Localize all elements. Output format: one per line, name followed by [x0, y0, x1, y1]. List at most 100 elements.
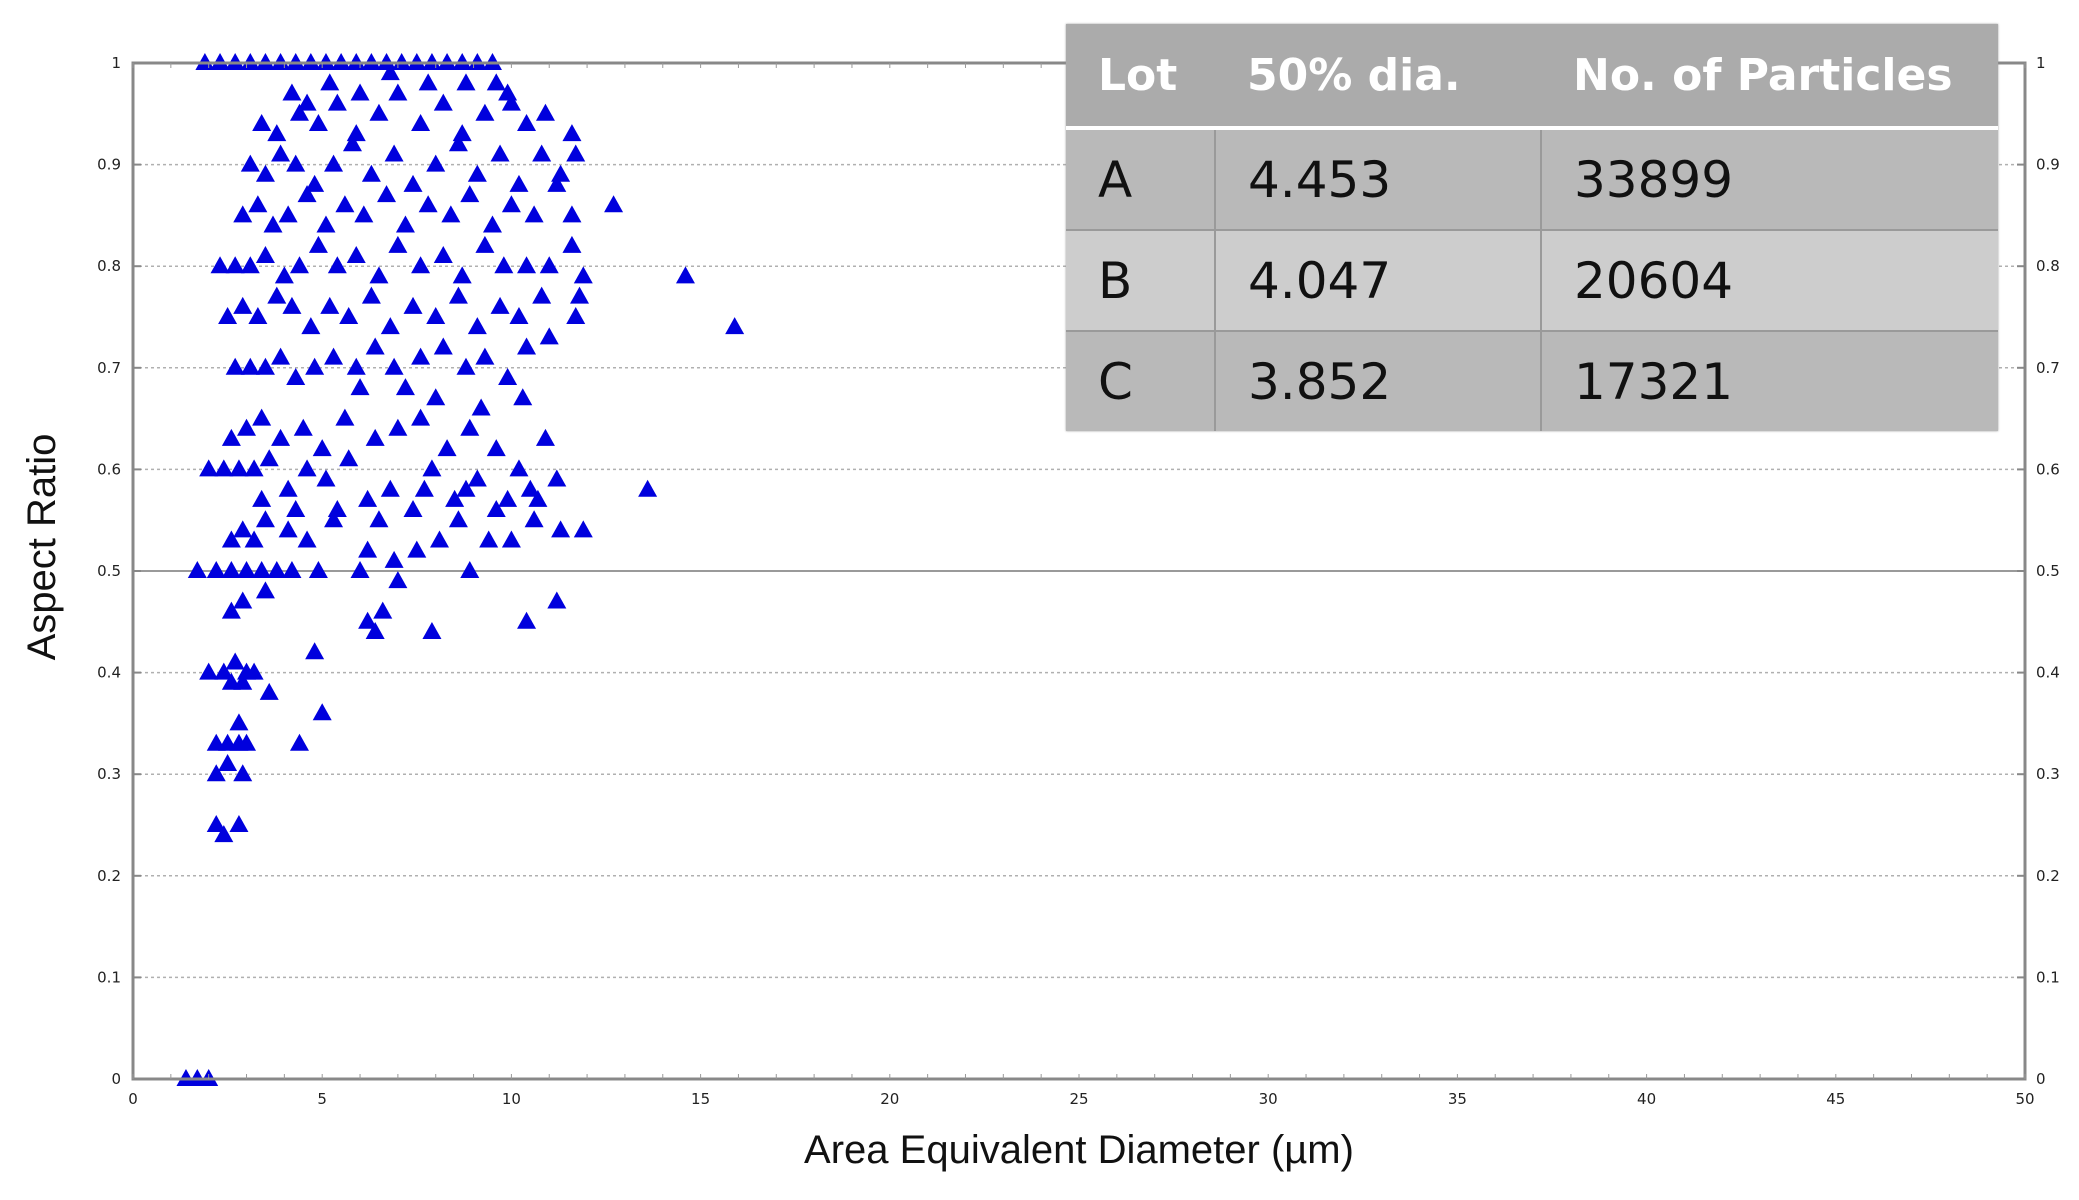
data-point	[233, 296, 253, 314]
data-point	[475, 103, 495, 121]
data-point	[278, 479, 298, 497]
y-tick-label: 0.6	[97, 460, 121, 478]
x-tick-label: 50	[2015, 1090, 2034, 1108]
data-point	[225, 256, 245, 274]
table-header-row: Lot 50% dia. No. of Particles	[1066, 24, 1998, 130]
table-row: C 3.852 17321	[1066, 330, 1998, 431]
data-point	[490, 144, 510, 162]
y-tick-label-right: 0.8	[2036, 257, 2060, 275]
data-point	[233, 591, 253, 609]
data-point	[199, 662, 219, 680]
data-point	[324, 154, 344, 172]
y-tick-label: 0.7	[97, 359, 121, 377]
data-point	[237, 418, 257, 436]
x-tick-label: 0	[128, 1090, 138, 1108]
table-row: A 4.453 33899	[1066, 127, 1998, 230]
data-point	[244, 459, 264, 477]
y-tick-label: 0.3	[97, 765, 121, 783]
data-point	[240, 154, 260, 172]
data-point	[467, 469, 487, 487]
data-point	[573, 266, 593, 284]
data-point	[566, 307, 586, 324]
data-point	[248, 195, 268, 213]
grid-lines	[133, 62, 2025, 1080]
data-point	[501, 530, 521, 548]
data-point	[225, 652, 245, 670]
data-point	[267, 124, 287, 142]
cell-particle-count: 20604	[1541, 229, 1998, 331]
data-point	[221, 530, 241, 548]
data-point	[229, 713, 249, 731]
data-point	[320, 296, 340, 314]
y-tick-label-right: 0.6	[2036, 460, 2060, 478]
data-point	[259, 682, 279, 700]
data-point	[346, 246, 366, 264]
data-point	[271, 347, 291, 365]
data-point	[308, 113, 328, 131]
data-point	[297, 93, 317, 111]
data-point	[297, 530, 317, 548]
data-point	[255, 581, 275, 599]
data-point	[403, 296, 423, 314]
y-tick-label-right: 1	[2036, 54, 2046, 72]
cell-lot: A	[1066, 127, 1216, 230]
data-point	[274, 266, 294, 284]
data-point	[380, 317, 400, 335]
data-point	[445, 489, 465, 507]
data-point	[479, 530, 499, 548]
data-point	[498, 367, 518, 385]
data-point	[244, 530, 264, 548]
y-tick-label: 0.2	[97, 867, 121, 885]
data-point	[252, 408, 272, 426]
cell-particle-count: 17321	[1541, 330, 1998, 431]
data-point	[433, 246, 453, 264]
data-point	[566, 144, 586, 162]
data-point	[221, 561, 241, 578]
data-point	[305, 357, 325, 375]
data-point	[460, 185, 480, 203]
y-axis-title: Aspect Ratio	[20, 434, 64, 661]
data-point	[524, 510, 544, 528]
cell-median-diameter: 4.047	[1215, 229, 1542, 331]
data-point	[547, 469, 567, 487]
data-point	[369, 266, 389, 284]
data-point	[289, 256, 309, 274]
data-point	[486, 73, 506, 91]
data-point	[293, 418, 313, 436]
data-point	[539, 327, 559, 345]
data-point	[214, 459, 234, 477]
data-point	[237, 561, 257, 578]
data-point	[509, 307, 529, 324]
data-point	[282, 296, 302, 314]
y-tick-label-right: 0.7	[2036, 359, 2060, 377]
data-point	[278, 205, 298, 223]
data-point	[233, 205, 253, 223]
data-point	[456, 73, 476, 91]
data-point	[535, 103, 555, 121]
data-point	[206, 764, 226, 782]
data-point	[282, 83, 302, 101]
data-point	[218, 754, 238, 772]
data-point	[441, 205, 461, 223]
data-point	[475, 235, 495, 253]
data-point	[255, 510, 275, 528]
data-point	[358, 611, 378, 629]
data-point	[407, 540, 427, 558]
y-tick-label: 1	[111, 54, 121, 72]
data-point	[418, 195, 438, 213]
data-point	[388, 83, 408, 101]
x-tick-label: 25	[1069, 1090, 1088, 1108]
data-point	[346, 357, 366, 375]
data-point	[395, 215, 415, 233]
data-point	[369, 103, 389, 121]
data-point	[350, 561, 370, 578]
data-point	[448, 510, 468, 528]
data-point	[324, 510, 344, 528]
data-point	[339, 307, 359, 324]
data-point	[289, 103, 309, 121]
x-tick-label: 40	[1637, 1090, 1656, 1108]
data-point	[255, 246, 275, 264]
data-point	[460, 561, 480, 578]
data-point	[562, 205, 582, 223]
